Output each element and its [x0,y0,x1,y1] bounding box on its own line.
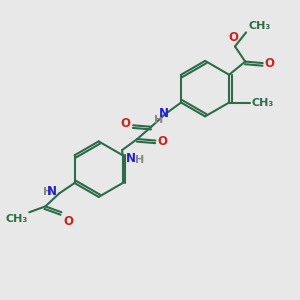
Text: O: O [229,31,238,44]
Text: N: N [125,152,136,165]
Text: O: O [265,57,275,70]
Text: H: H [135,155,144,165]
Text: H: H [154,115,164,125]
Text: O: O [64,214,74,228]
Text: O: O [121,117,131,130]
Text: O: O [158,136,168,148]
Text: CH₃: CH₃ [252,98,274,107]
Text: H: H [43,187,52,197]
Text: N: N [47,185,57,198]
Text: CH₃: CH₃ [248,21,270,31]
Text: CH₃: CH₃ [5,214,27,224]
Text: N: N [159,106,169,119]
